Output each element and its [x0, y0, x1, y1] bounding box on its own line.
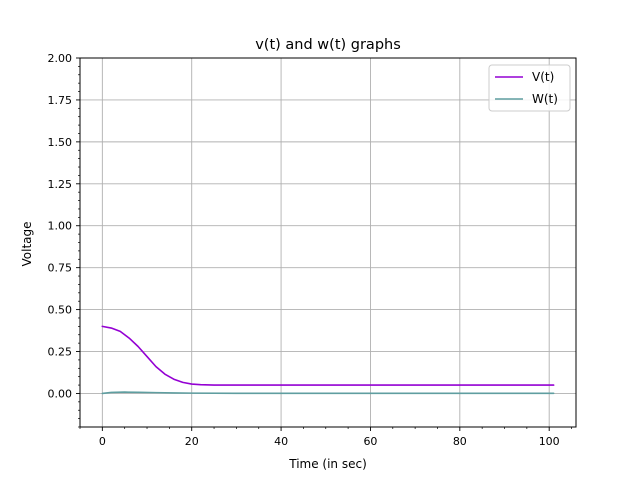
y-tick-label: 0.50: [48, 304, 73, 317]
x-tick-label: 20: [185, 435, 199, 448]
y-tick-label: 2.00: [48, 52, 73, 65]
y-tick-label: 1.75: [48, 94, 73, 107]
legend: V(t) W(t): [488, 64, 571, 112]
x-tick-label: 100: [539, 435, 560, 448]
x-tick-label: 0: [99, 435, 106, 448]
y-tick-label: 1.00: [48, 220, 73, 233]
x-axis-label: Time (in sec): [288, 457, 367, 471]
chart-title: v(t) and w(t) graphs: [255, 37, 401, 53]
x-tick-label: 40: [274, 435, 288, 448]
series-lines: [101, 325, 555, 395]
grid: [80, 57, 576, 427]
x-tick-label: 60: [363, 435, 377, 448]
y-tick-label: 1.25: [48, 178, 73, 191]
y-tick-label: 0.25: [48, 346, 73, 359]
series-line-wt: [101, 391, 555, 395]
series-line-vt: [101, 325, 555, 386]
legend-label: W(t): [532, 92, 558, 106]
y-tick-label: 1.50: [48, 136, 73, 149]
plot-frame: [79, 57, 577, 428]
legend-label: V(t): [532, 70, 554, 84]
y-tick-label: 0.75: [48, 262, 73, 275]
y-tick-label: 0.00: [48, 387, 73, 400]
x-tick-label: 80: [453, 435, 467, 448]
y-axis-label: Voltage: [20, 221, 34, 266]
x-axis-ticks: 0 20 40 60 80 100: [79, 427, 572, 448]
y-axis-ticks: 0.00 0.25 0.50 0.75 1.00 1.25 1.50 1.75 2.00: [48, 52, 80, 428]
